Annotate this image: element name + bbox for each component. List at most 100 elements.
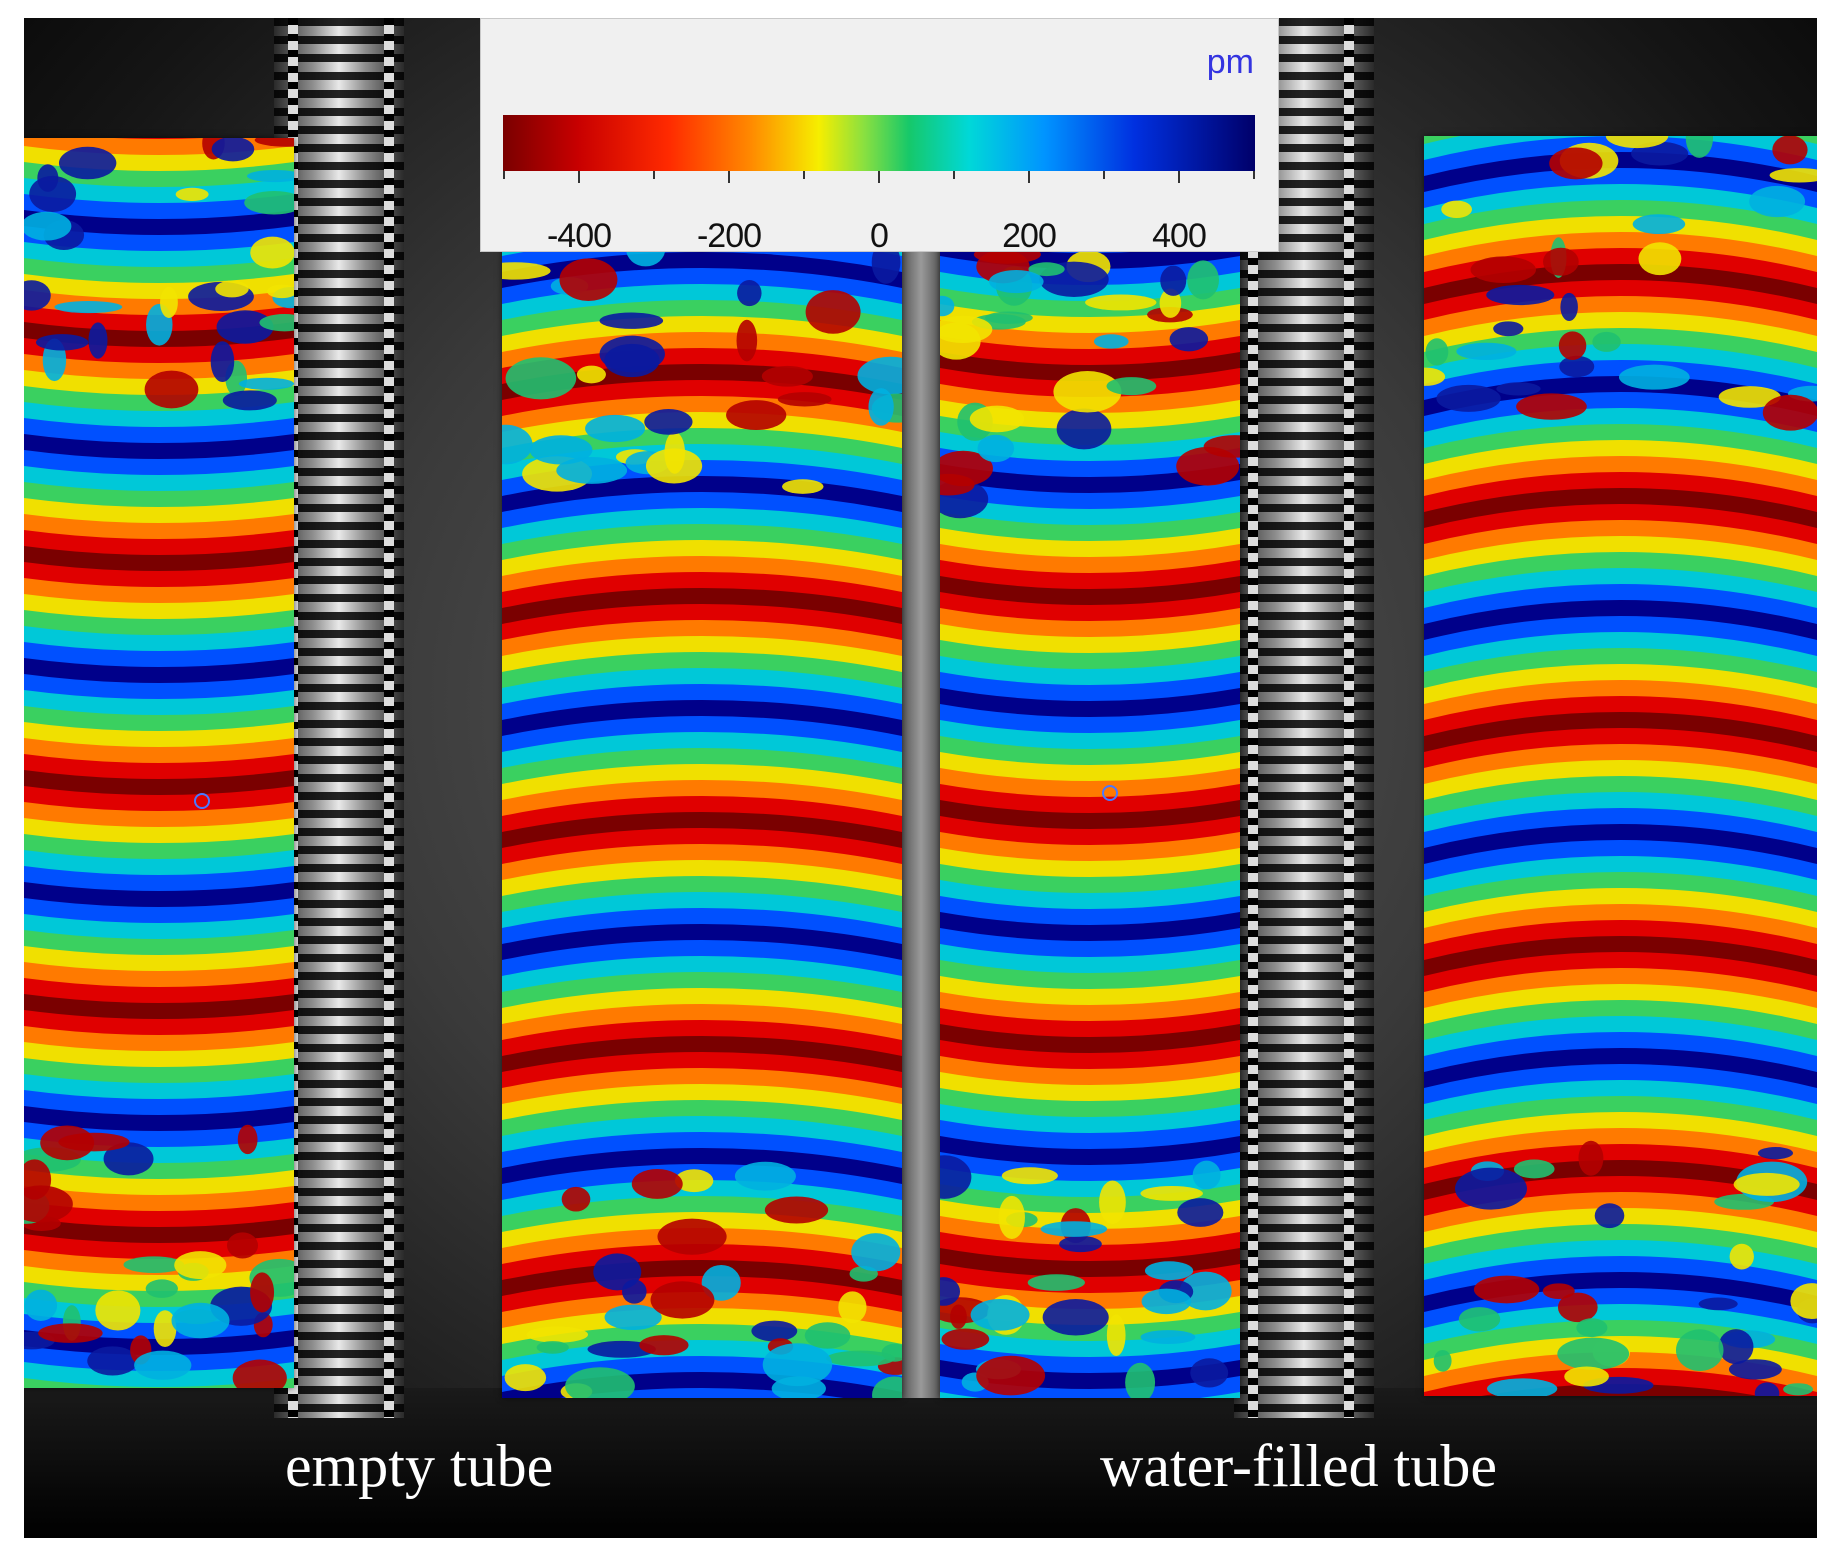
noise-blotch (88, 322, 108, 359)
fringe-band (940, 544, 1240, 574)
fringe-band (1424, 488, 1817, 529)
center-gap (896, 248, 946, 1398)
fringe-band (940, 512, 1240, 542)
fringe-band (940, 976, 1240, 1006)
noise-blotch (782, 479, 824, 494)
fringe-band (24, 258, 294, 284)
noise-blotch (1698, 1297, 1738, 1311)
fringe-band (940, 896, 1240, 926)
noise-blotch (145, 1279, 178, 1298)
noise-blotch (950, 1304, 967, 1329)
fringe-band (24, 818, 294, 844)
fringe-band (502, 1100, 902, 1137)
fringe-band (1424, 552, 1817, 593)
noise-blotch (1638, 242, 1682, 276)
fringe-band (24, 786, 294, 812)
fringe-band (24, 594, 294, 620)
noise-blotch (576, 365, 606, 384)
noise-blotch (504, 1364, 547, 1392)
colorbar-tick (1178, 171, 1180, 183)
noise-blotch (556, 457, 628, 484)
noise-blotch (645, 448, 703, 484)
fringe-band (502, 700, 902, 737)
fringe-band (24, 658, 294, 684)
noise-blotch (502, 262, 551, 280)
noise-blotch (24, 280, 51, 311)
colorbar-tick (953, 171, 955, 179)
fringe-band (502, 380, 902, 417)
fringe-band (1424, 584, 1817, 625)
noise-blotch (1177, 1198, 1224, 1227)
noise-blotch (215, 280, 249, 298)
noise-blotch (1053, 371, 1122, 413)
fringe-band (24, 1106, 294, 1132)
fringe-band (940, 448, 1240, 478)
noise-blotch (1441, 200, 1473, 219)
fringe-band (940, 1328, 1240, 1358)
noise-blotch (1618, 364, 1690, 390)
noise-blotch (1040, 1221, 1108, 1237)
fringe-band (940, 576, 1240, 606)
fringe-band (502, 1116, 902, 1153)
fringe-band (1424, 296, 1817, 337)
fringe-band (1424, 1128, 1817, 1169)
noise-blotch (565, 1367, 635, 1398)
noise-blotch (536, 1341, 569, 1354)
colorbar-tick (1103, 171, 1105, 179)
fringe-band (24, 178, 294, 204)
noise-blotch (1728, 1359, 1782, 1380)
colorbar-tick (728, 171, 730, 183)
noise-blotch (1001, 1167, 1058, 1185)
noise-blotch (644, 409, 693, 435)
tick-label: 0 (870, 217, 889, 255)
fringe-band (1424, 472, 1817, 513)
fringe-band (24, 914, 294, 940)
fringe-band (1424, 504, 1817, 545)
noise-blotch (1160, 265, 1187, 296)
fringe-band (502, 1148, 902, 1185)
fringe-band (502, 540, 902, 577)
noise-blotch (1594, 1203, 1625, 1229)
fringe-band (940, 352, 1240, 382)
fringe-band (502, 668, 902, 705)
fringe-band (940, 832, 1240, 862)
fringe-band (24, 834, 294, 860)
fringe-band (1424, 456, 1817, 497)
fringe-band (1424, 1016, 1817, 1057)
fringe-band (1424, 840, 1817, 881)
fringe-band (1424, 712, 1817, 753)
fringe-band (24, 930, 294, 956)
fringe-band (940, 1392, 1240, 1398)
noise-blotch (210, 341, 235, 383)
fringe-band (502, 764, 902, 801)
fringe-band (1424, 984, 1817, 1025)
tick-label: 200 (1002, 217, 1057, 255)
noise-blotch (585, 414, 646, 443)
fringe-band (24, 642, 294, 668)
fringe-band (24, 866, 294, 892)
colorbar-tick (803, 171, 805, 179)
fringe-band (24, 706, 294, 732)
noise-blotch (872, 1376, 902, 1398)
noise-blotch (1564, 1366, 1609, 1387)
measurement-marker (194, 793, 210, 809)
noise-blotch (1557, 1337, 1630, 1371)
fringe-band (502, 248, 902, 273)
fringe-band (24, 226, 294, 252)
fringe-band (940, 1024, 1240, 1054)
tick-label: 400 (1152, 217, 1207, 255)
fringe-band (940, 720, 1240, 750)
fringe-band (24, 498, 294, 524)
fringe-band (502, 1036, 902, 1073)
fringe-band (24, 546, 294, 572)
fringe-band (502, 956, 902, 993)
fringe-band (24, 994, 294, 1020)
noise-blotch (1578, 1140, 1604, 1176)
fringe-band (1424, 1256, 1817, 1297)
noise-blotch (1493, 321, 1524, 337)
noise-blotch (250, 236, 294, 269)
fringe-band (24, 1154, 294, 1180)
noise-blotch (1542, 1283, 1575, 1299)
fringe-band (940, 624, 1240, 654)
noise-blotch (1203, 435, 1240, 458)
